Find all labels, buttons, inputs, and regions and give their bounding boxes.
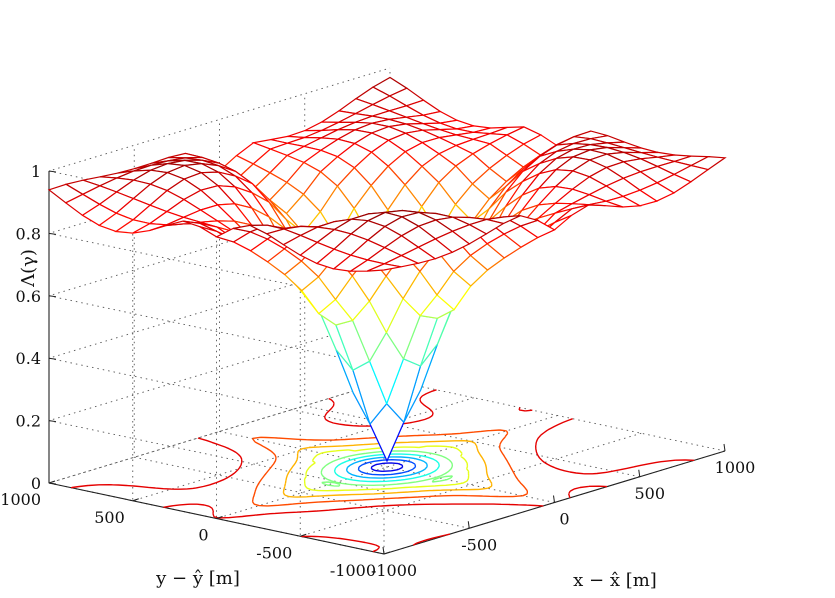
x-tick-label: 0 — [559, 510, 569, 529]
z-grid-line — [48, 379, 391, 555]
z-tick-label: 0.4 — [16, 349, 41, 368]
z-tick-label: 0 — [31, 474, 41, 493]
z-tick — [48, 482, 57, 485]
contour-line — [370, 462, 404, 472]
z-tick-label: 1 — [31, 162, 41, 181]
y-tick-label: 1000 — [0, 490, 41, 509]
tick-marks — [48, 170, 726, 555]
z-tick — [48, 295, 57, 298]
x-grid-line — [133, 145, 470, 529]
y-tick-label: 500 — [94, 508, 125, 527]
y-tick — [383, 551, 391, 555]
z-tick-label: 0.8 — [16, 224, 41, 243]
y-tick-label: -1000 — [330, 561, 376, 580]
z-tick-label: 0.6 — [16, 287, 41, 306]
y-tick — [132, 498, 139, 502]
x-tick — [467, 521, 470, 529]
contour-line — [303, 445, 470, 492]
x-tick — [638, 469, 641, 477]
z-tick-label: 0.2 — [16, 412, 41, 431]
x-tick — [723, 443, 726, 452]
y-tick-label: 0 — [198, 526, 208, 545]
y-tick — [216, 516, 223, 519]
contour-line — [282, 440, 493, 498]
x-tick-label: 500 — [634, 484, 665, 503]
x-tick — [553, 495, 555, 503]
z-tick — [48, 232, 57, 235]
z-tick — [48, 420, 57, 423]
y-tick — [300, 533, 307, 537]
surface-mesh — [47, 76, 727, 463]
contour-line — [357, 459, 417, 476]
x-tick-label: 1000 — [715, 458, 756, 477]
y-axis-title: y − ŷ [m] — [155, 568, 240, 589]
y-tick — [48, 480, 56, 484]
x-tick-label: -500 — [461, 535, 497, 554]
x-tick-label: -1000 — [371, 561, 417, 580]
z-tick — [48, 170, 57, 173]
floor-contours — [70, 389, 695, 553]
z-axis-title: Λ(γ) — [18, 249, 39, 288]
x-tick — [382, 546, 385, 555]
x-axis-title: x − x̂ [m] — [573, 570, 657, 591]
tick-labels: 0 0.2 0.4 0.6 0.8 1 -1000 -500 0 500 1000 -1000 -500… — [0, 162, 755, 580]
contour-line — [345, 456, 428, 479]
z-tick — [48, 357, 57, 360]
y-tick-label: -500 — [256, 543, 292, 562]
contour-line — [320, 450, 454, 487]
mesh-cell — [367, 263, 402, 272]
